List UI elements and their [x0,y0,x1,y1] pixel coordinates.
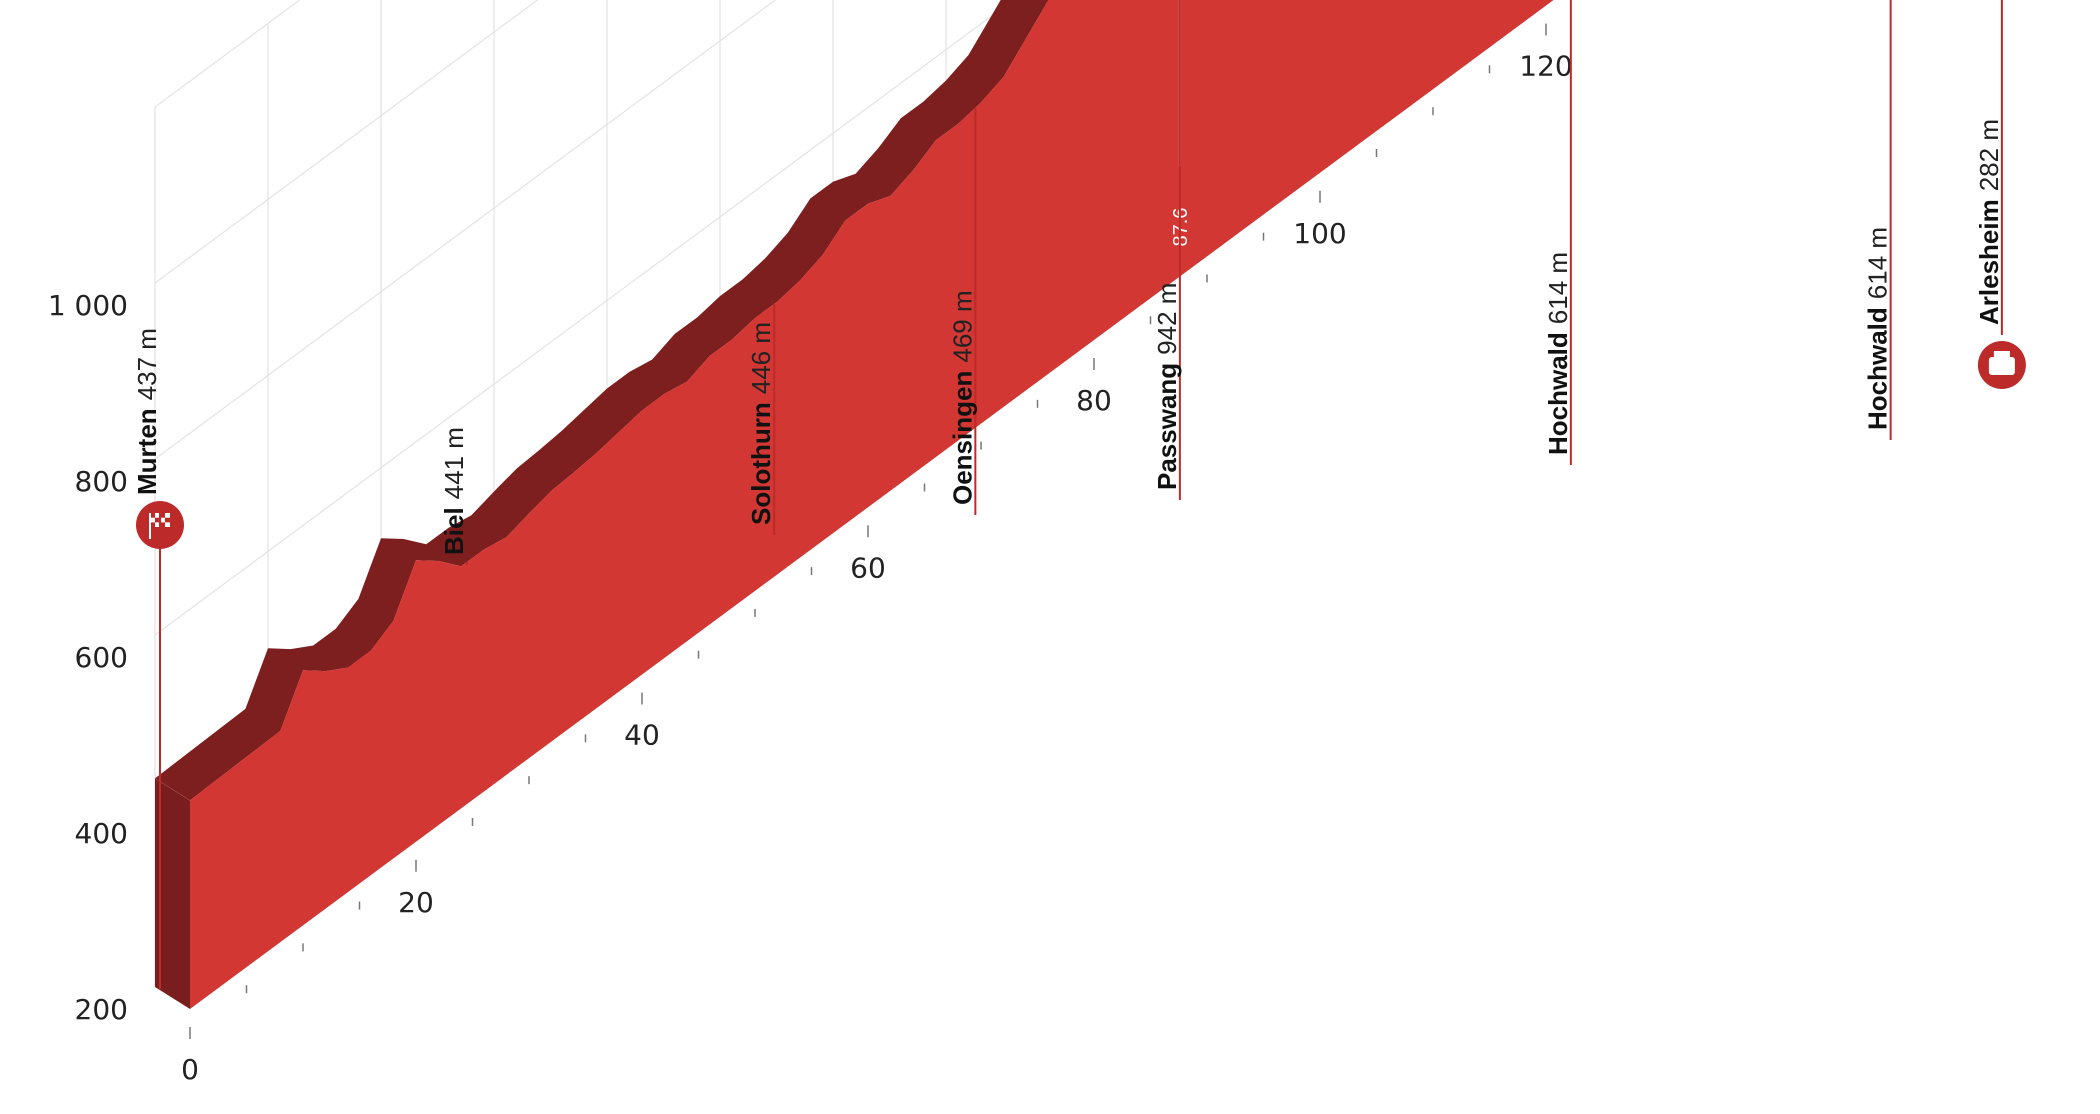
y-tick-label: 400 [75,817,128,850]
location-biel: Biel 441 m [439,427,469,565]
location-arlesheim: Arlesheim 282 m [1974,0,2004,335]
location-altitude: 614 m [1543,252,1573,324]
x-tick-label: 100 [1293,217,1346,250]
y-tick-label: 600 [75,641,128,674]
location-name: Biel [439,507,469,555]
y-axis: 200 400 600 800 1 000 [48,289,128,1026]
location-name: Murten [132,408,162,495]
location-passwang: Passwang 942 m [1152,0,1182,500]
location-label: Biel 441 m [439,427,469,555]
x-tick-label: 120 [1519,50,1572,83]
elevation-profile [155,0,1554,1009]
location-name: Arlesheim [1974,199,2004,325]
profile-top-surface [155,0,1049,801]
x-tick-label: 40 [624,719,660,752]
finish-icon [1977,341,2026,389]
x-tick-label: 0 [181,1053,199,1086]
location-altitude: 446 m [746,322,776,394]
location-name: Solothurn [746,402,776,525]
location-label: Solothurn 446 m [746,322,776,525]
location-label: Oensingen 469 m [947,290,977,505]
location-altitude: 437 m [132,328,162,400]
location-altitude: 441 m [439,427,469,499]
y-tick-label: 1 000 [48,289,128,322]
x-axis: 020406080100120140160 [181,23,1573,1086]
location-name: Hochwald [1543,332,1573,455]
location-name: Passwang [1152,363,1182,490]
location-solothurn: Solothurn 446 m [746,303,776,535]
location-label: Passwang 942 m [1152,283,1182,490]
location-label: Hochwald 614 m [1863,227,1893,430]
location-name: Oensingen [947,371,977,505]
location-altitude: 282 m [1974,119,2004,191]
location-murten: Murten 437 m [132,328,162,989]
profile-front-face [190,0,1554,1009]
x-tick-label: 60 [850,551,886,584]
location-altitude: 942 m [1152,283,1182,355]
grid-line-horizontal [154,0,1015,636]
profile-left-face [155,778,190,1009]
grid-line-horizontal [154,0,777,460]
location-oensingen: Oensingen 469 m [947,107,977,515]
location-name: Hochwald [1863,307,1893,430]
x-tick-label: 80 [1076,384,1112,417]
location-label: Arlesheim 282 m [1974,119,2004,325]
location-altitude: 614 m [1863,227,1893,299]
location-labels: Murten 437 m Biel 441 m Solothurn 446 m Oensin… [132,0,2004,989]
location-label: Hochwald 614 m [1543,252,1573,455]
location-altitude: 469 m [947,290,977,362]
x-tick-label: 20 [398,886,434,919]
location-label: Murten 437 m [132,328,162,495]
location-hochwald: Hochwald 614 m [1863,0,1893,440]
location-hochwald: Hochwald 614 m [1543,0,1573,465]
y-tick-label: 800 [75,465,128,498]
y-tick-label: 200 [75,993,128,1026]
grid-line-horizontal [154,0,539,284]
